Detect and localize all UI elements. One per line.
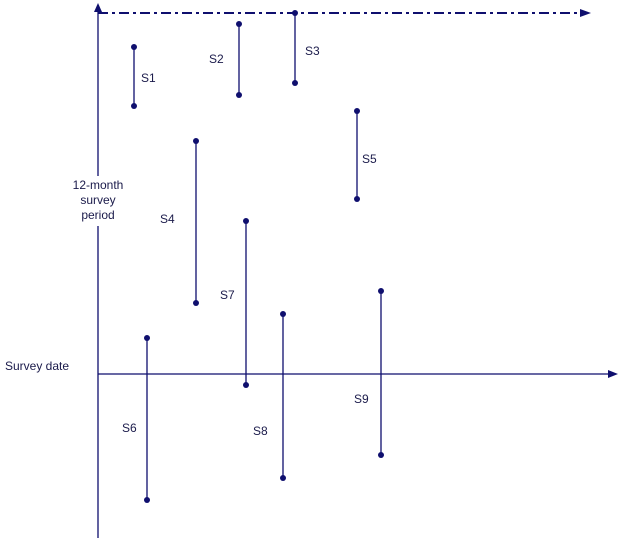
- horizontal-axis-arrow: [608, 370, 618, 378]
- axis-label-line: survey: [80, 193, 116, 207]
- vertical-axis-arrow: [94, 3, 102, 12]
- segment-start-point: [236, 21, 242, 27]
- segment-end-point: [236, 92, 242, 98]
- segment-label: S6: [122, 421, 137, 435]
- segment-start-point: [378, 288, 384, 294]
- segment-label: S2: [209, 52, 224, 66]
- segment-label: S5: [362, 152, 377, 166]
- segment-label: S8: [253, 424, 268, 438]
- segment-start-point: [243, 218, 249, 224]
- segment-end-point: [354, 196, 360, 202]
- segment-start-point: [144, 335, 150, 341]
- segment-end-point: [131, 103, 137, 109]
- segment-start-point: [193, 138, 199, 144]
- segment-end-point: [280, 475, 286, 481]
- segment-start-point: [280, 311, 286, 317]
- segment-label: S7: [220, 288, 235, 302]
- period-end-arrow: [580, 9, 591, 17]
- segment-start-point: [292, 10, 298, 16]
- segment-label: S9: [354, 392, 369, 406]
- segment-start-point: [131, 44, 137, 50]
- segment-label: S1: [141, 71, 156, 85]
- axis-label-line: 12-month: [72, 178, 124, 192]
- segment-end-point: [243, 382, 249, 388]
- segment-end-point: [193, 300, 199, 306]
- segment-end-point: [378, 452, 384, 458]
- horizontal-axis-label: Survey date: [5, 359, 70, 373]
- segment-end-point: [144, 497, 150, 503]
- segment-label: S3: [305, 44, 320, 58]
- segment-start-point: [354, 108, 360, 114]
- segment-label: S4: [160, 212, 175, 226]
- vertical-axis-label: 12-month survey period: [62, 178, 134, 223]
- segment-end-point: [292, 80, 298, 86]
- axis-label-line: period: [81, 208, 115, 222]
